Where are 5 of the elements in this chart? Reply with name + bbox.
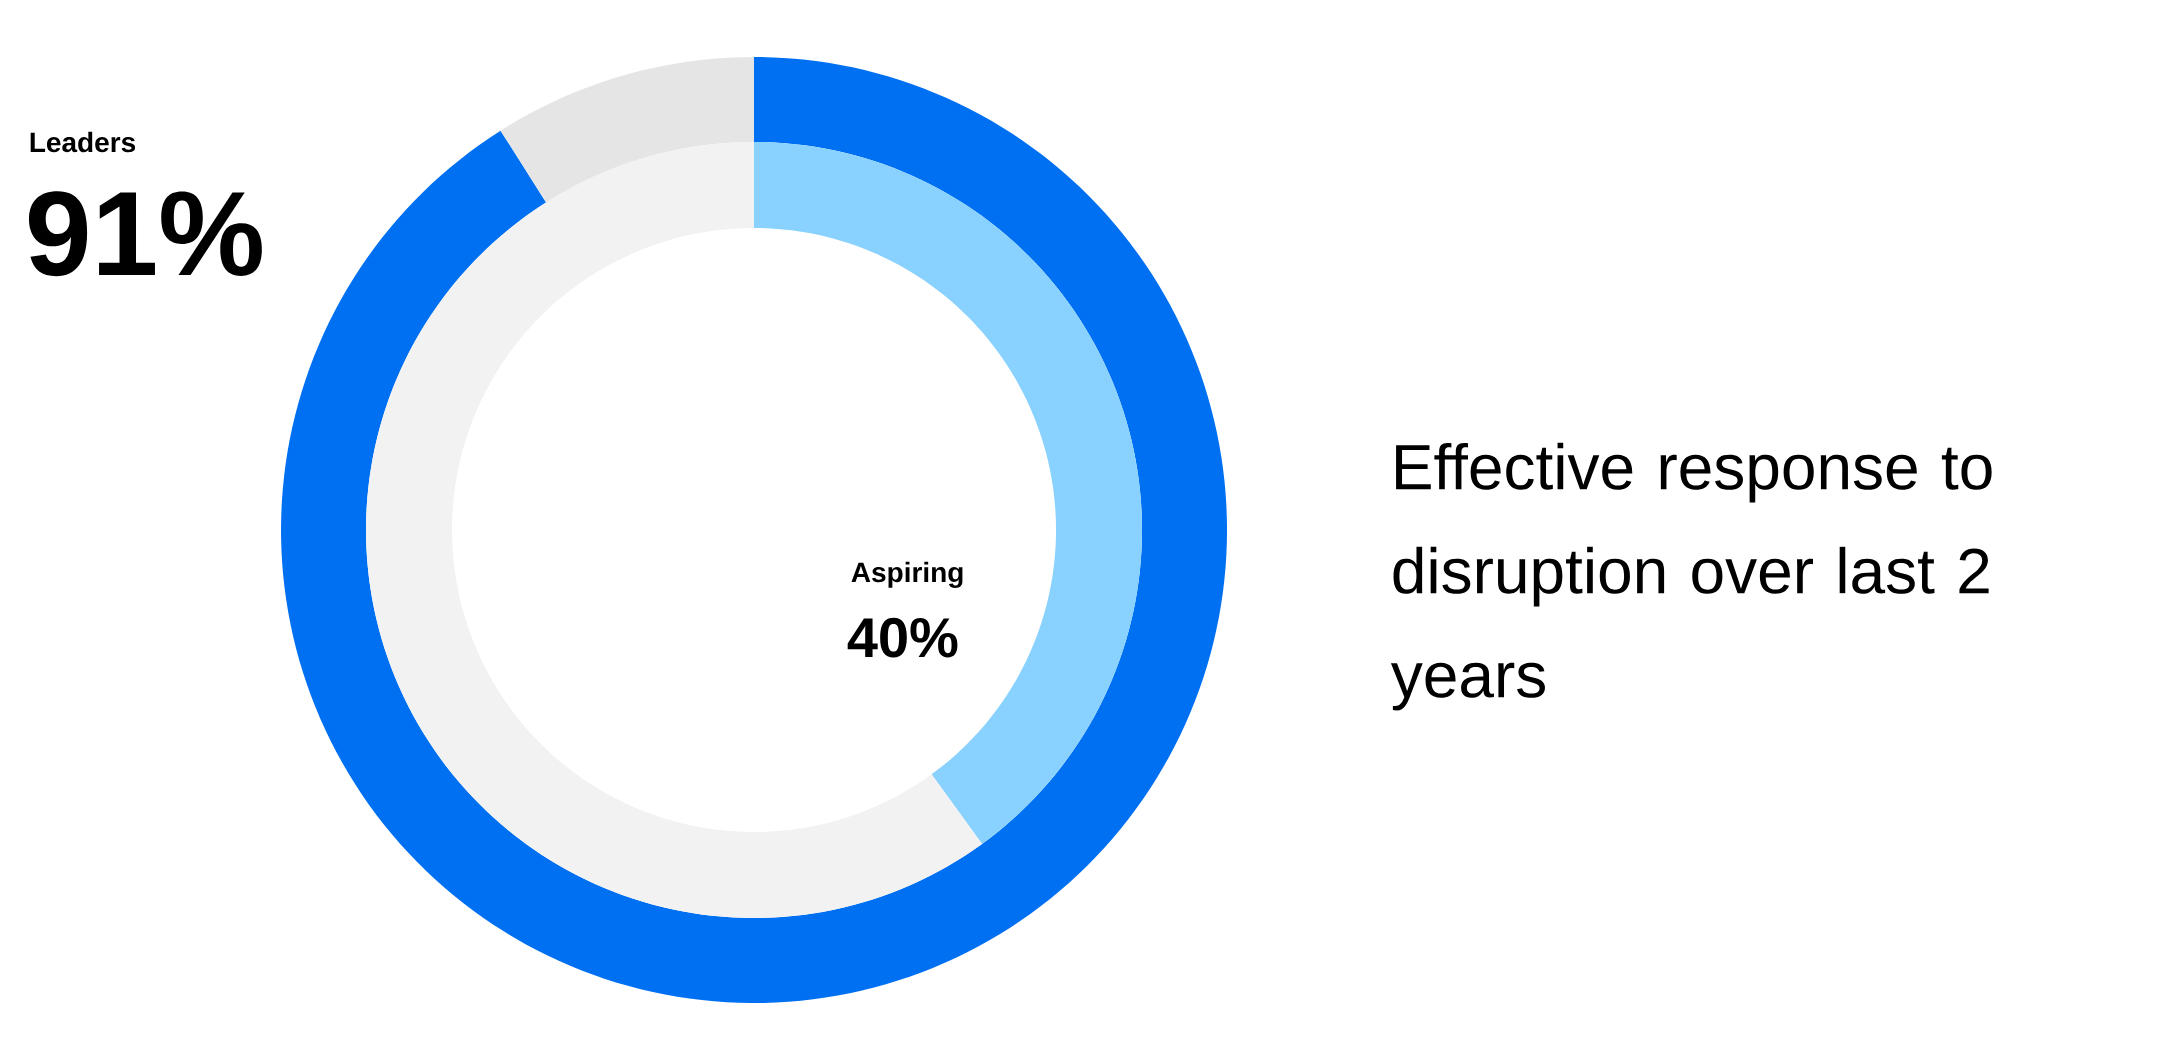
text: Effective response to disruption over last 2 years bbox=[1390, 442, 1992, 711]
data-label: 91% bbox=[28, 191, 262, 277]
slice-label: Leaders bbox=[30, 131, 136, 153]
data-label: 40% bbox=[847, 617, 958, 658]
slice-label: Aspiring bbox=[851, 561, 963, 588]
